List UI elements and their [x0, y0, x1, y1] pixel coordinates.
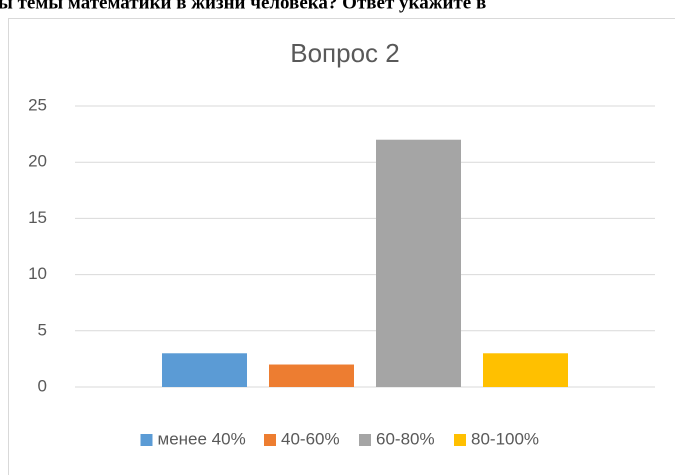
- bar: [269, 364, 354, 387]
- y-tick-label: 15: [28, 208, 47, 227]
- y-tick-label: 25: [28, 95, 47, 114]
- legend-swatch: [454, 434, 466, 446]
- legend-swatch: [359, 434, 371, 446]
- legend-label: 60-80%: [376, 429, 435, 448]
- legend-label: 40-60%: [281, 429, 340, 448]
- legend-swatch: [264, 434, 276, 446]
- legend-label: 80-100%: [471, 429, 539, 448]
- chart-border: [8, 18, 675, 475]
- y-tick-label: 5: [38, 320, 47, 339]
- bar: [376, 139, 461, 387]
- y-tick-label: 0: [38, 376, 47, 395]
- chart-title: Вопрос 2: [290, 38, 399, 68]
- bar: [162, 353, 247, 387]
- y-tick-label: 20: [28, 152, 47, 171]
- y-tick-label: 10: [28, 264, 47, 283]
- legend-swatch: [140, 434, 153, 446]
- header-text: ы темы математики в жизни человека? Отве…: [0, 0, 486, 13]
- bar: [483, 353, 568, 387]
- legend-label: менее 40%: [158, 429, 246, 448]
